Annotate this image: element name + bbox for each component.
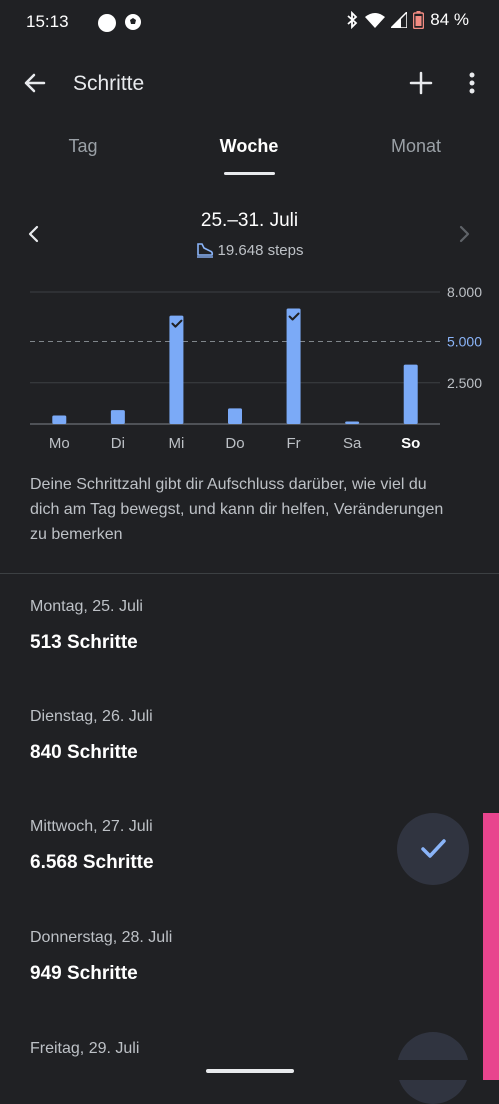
battery-level: 84 %	[430, 10, 469, 29]
x-tick-label: Fr	[286, 435, 300, 452]
x-tick-label: Mi	[169, 435, 185, 452]
steps-shoe-icon	[196, 243, 213, 258]
tab-day[interactable]: Tag	[68, 136, 98, 156]
x-tick-label: Sa	[343, 435, 362, 452]
day-steps: 513 Schritte	[30, 632, 138, 653]
bar-so	[403, 364, 418, 424]
home-indicator[interactable]	[206, 1069, 294, 1073]
bar-mi	[169, 315, 184, 424]
bluetooth-icon	[347, 11, 358, 29]
steps-description: Deine Schrittzahl gibt dir Aufschluss da…	[30, 476, 444, 543]
y-tick-label: 8.000	[447, 284, 482, 300]
wifi-icon	[365, 13, 386, 28]
list-item[interactable]: Donnerstag, 28. Juli 949 Schritte	[30, 929, 410, 985]
day-date: Donnerstag, 28. Juli	[30, 929, 173, 946]
add-button[interactable]	[404, 66, 438, 100]
scroll-handle[interactable]	[483, 813, 499, 1080]
next-week-button[interactable]	[452, 222, 476, 246]
divider	[0, 573, 499, 574]
chevron-right-icon	[459, 225, 470, 243]
page-title: Schritte	[73, 72, 145, 95]
bar-di	[110, 410, 125, 424]
x-tick-label: So	[401, 435, 420, 452]
status-icons: 84 %	[345, 10, 469, 30]
more-options-button[interactable]	[458, 66, 486, 100]
y-tick-label: 5.000	[447, 334, 482, 350]
day-date: Dienstag, 26. Juli	[30, 708, 153, 725]
tab-week[interactable]: Woche	[219, 136, 279, 156]
chevron-left-icon	[28, 225, 39, 243]
battery-icon	[413, 11, 425, 29]
x-tick-label: Do	[225, 435, 244, 452]
day-date: Mittwoch, 27. Juli	[30, 818, 153, 835]
plus-icon	[409, 71, 433, 95]
tab-indicator	[224, 172, 275, 175]
week-range-title: 25.–31. Juli	[200, 210, 299, 231]
bar-do	[228, 408, 242, 424]
list-item[interactable]: Montag, 25. Juli 513 Schritte	[30, 598, 410, 654]
period-tabs: Tag Woche Monat	[0, 122, 499, 178]
goal-reached-button[interactable]	[397, 813, 469, 885]
y-tick-label: 2.500	[447, 375, 482, 391]
notification-dot-icon	[98, 14, 116, 32]
list-item[interactable]: Freitag, 29. Juli	[30, 1040, 410, 1058]
list-item[interactable]: Mittwoch, 27. Juli 6.568 Schritte	[30, 818, 410, 874]
weekly-steps-chart: 8.000 5.000 2.500 Mo Di Mi Do Fr Sa So	[30, 284, 482, 452]
bar-mo	[52, 415, 67, 424]
day-steps: 840 Schritte	[30, 742, 138, 763]
check-icon	[421, 839, 446, 858]
tab-month[interactable]: Monat	[390, 136, 442, 156]
status-bar: 15:13 84 %	[0, 0, 499, 44]
goal-check-icon	[171, 319, 183, 328]
back-button[interactable]	[18, 66, 52, 100]
bar-sa	[345, 421, 360, 424]
goal-check-icon	[288, 312, 300, 321]
week-steps-total: 19.648 steps	[0, 242, 499, 259]
x-tick-label: Mo	[49, 435, 70, 452]
day-steps: 949 Schritte	[30, 963, 138, 984]
signal-icon	[391, 12, 408, 28]
day-steps: 6.568 Schritte	[30, 852, 154, 873]
arrow-left-icon	[24, 73, 46, 93]
soccer-ball-icon	[124, 13, 142, 36]
previous-week-button[interactable]	[22, 222, 46, 246]
status-time: 15:13	[26, 12, 69, 31]
bar-fr	[286, 308, 301, 424]
x-tick-label: Di	[111, 435, 125, 452]
day-date: Montag, 25. Juli	[30, 598, 143, 615]
list-item[interactable]: Dienstag, 26. Juli 840 Schritte	[30, 708, 410, 764]
day-date: Freitag, 29. Juli	[30, 1040, 140, 1057]
week-steps-text: 19.648 steps	[217, 242, 304, 259]
more-vert-icon	[469, 72, 475, 94]
app-bar: Schritte	[0, 52, 499, 116]
